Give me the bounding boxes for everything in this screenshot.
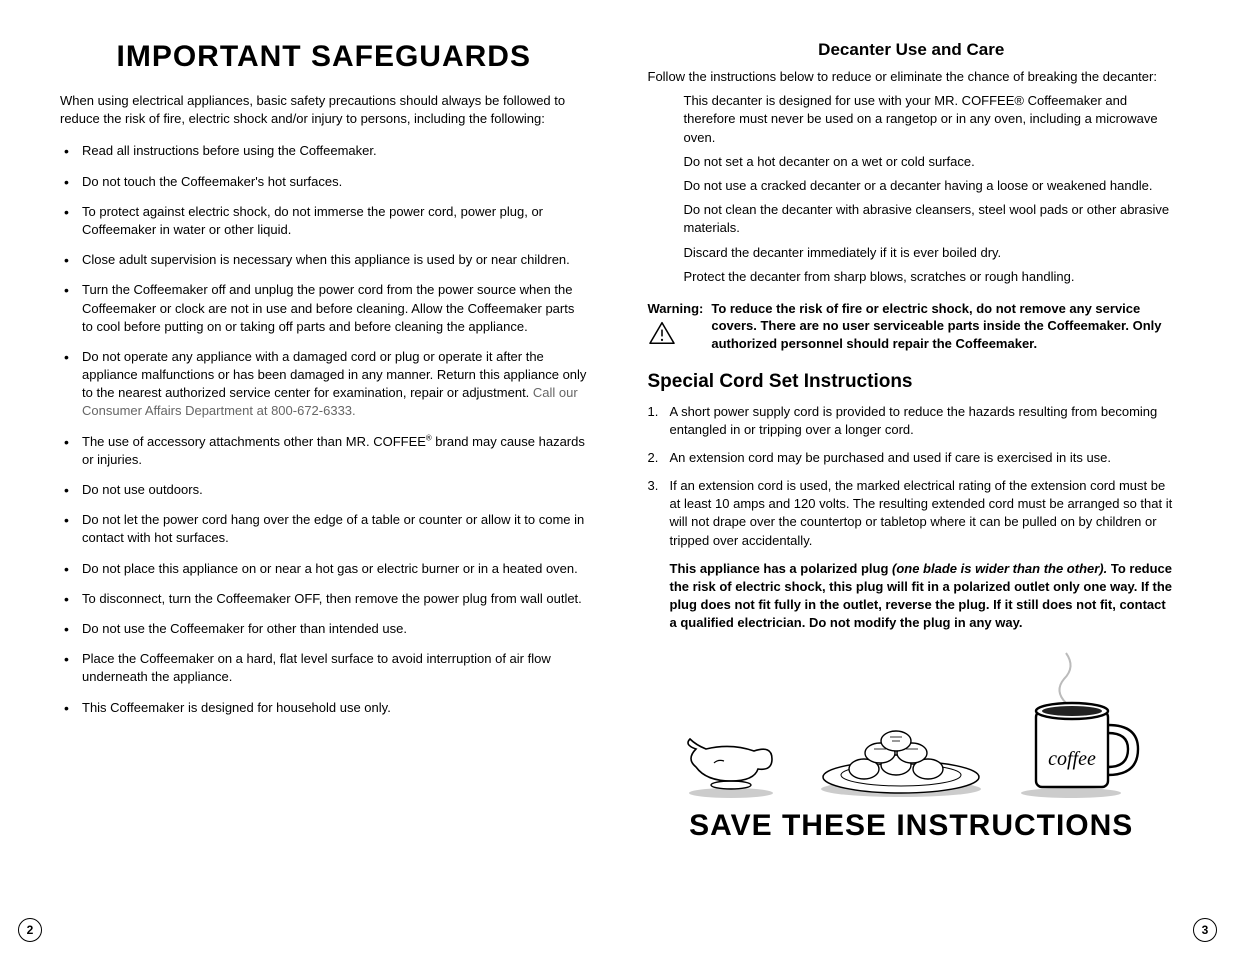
safeguard-item: Do not use the Coffeemaker for other tha… (60, 620, 588, 638)
cookies-plate-icon (816, 729, 986, 799)
decanter-item: Do not use a cracked decanter or a decan… (684, 177, 1176, 195)
save-instructions-title: SAVE THESE INSTRUCTIONS (648, 809, 1176, 843)
cord-item: If an extension cord is used, the marked… (648, 477, 1176, 550)
warning-label: Warning: (648, 300, 704, 353)
safeguard-item: Do not place this appliance on or near a… (60, 560, 588, 578)
safeguard-item: Do not use outdoors. (60, 481, 588, 499)
warning-label-text: Warning: (648, 301, 704, 316)
safeguards-intro: When using electrical appliances, basic … (60, 92, 588, 128)
safeguard-item: Do not operate any appliance with a dama… (60, 348, 588, 421)
decanter-item: Protect the decanter from sharp blows, s… (684, 268, 1176, 286)
safeguard-item: Do not touch the Coffeemaker's hot surfa… (60, 173, 588, 191)
right-page: Decanter Use and Care Follow the instruc… (618, 0, 1235, 954)
decanter-item: Do not clean the decanter with abrasive … (684, 201, 1176, 237)
cord-item: An extension cord may be purchased and u… (648, 449, 1176, 467)
coffee-mug-icon: coffee (1016, 649, 1146, 799)
safeguard-item: Place the Coffeemaker on a hard, flat le… (60, 650, 588, 686)
polarized-lead: This appliance has a polarized plug (670, 561, 893, 576)
safeguards-title: IMPORTANT SAFEGUARDS (60, 40, 588, 74)
safeguard-item: This Coffeemaker is designed for househo… (60, 699, 588, 717)
warning-block: Warning: To reduce the risk of fire or e… (648, 300, 1176, 353)
decanter-item: Discard the decanter immediately if it i… (684, 244, 1176, 262)
safeguard-item: To protect against electric shock, do no… (60, 203, 588, 239)
page-number-right: 3 (1193, 918, 1217, 942)
page-number-left: 2 (18, 918, 42, 942)
safeguard-item: Close adult supervision is necessary whe… (60, 251, 588, 269)
safeguard-item: Do not let the power cord hang over the … (60, 511, 588, 547)
safeguard-item: The use of accessory attachments other t… (60, 433, 588, 469)
polarized-plug-note: This appliance has a polarized plug (one… (648, 560, 1176, 633)
decanter-intro: Follow the instructions below to reduce … (648, 68, 1176, 86)
cord-item: A short power supply cord is provided to… (648, 403, 1176, 439)
creamer-icon (676, 719, 786, 799)
decanter-heading: Decanter Use and Care (648, 40, 1176, 60)
left-page: IMPORTANT SAFEGUARDS When using electric… (0, 0, 618, 954)
polarized-italic: (one blade is wider than the other). (892, 561, 1107, 576)
mug-label: coffee (1048, 748, 1096, 770)
safeguard-item: Turn the Coffeemaker off and unplug the … (60, 281, 588, 336)
decanter-item: Do not set a hot decanter on a wet or co… (684, 153, 1176, 171)
warning-body: To reduce the risk of fire or electric s… (711, 300, 1175, 353)
safeguards-list: Read all instructions before using the C… (60, 142, 588, 716)
safeguard-item: To disconnect, turn the Coffeemaker OFF,… (60, 590, 588, 608)
warning-triangle-icon (648, 321, 676, 345)
safeguard-item: Read all instructions before using the C… (60, 142, 588, 160)
cord-list: A short power supply cord is provided to… (648, 403, 1176, 550)
decanter-item: This decanter is designed for use with y… (684, 92, 1176, 147)
cord-heading: Special Cord Set Instructions (648, 371, 1176, 393)
illustration-row: coffee (648, 659, 1176, 799)
decanter-list: This decanter is designed for use with y… (648, 92, 1176, 286)
